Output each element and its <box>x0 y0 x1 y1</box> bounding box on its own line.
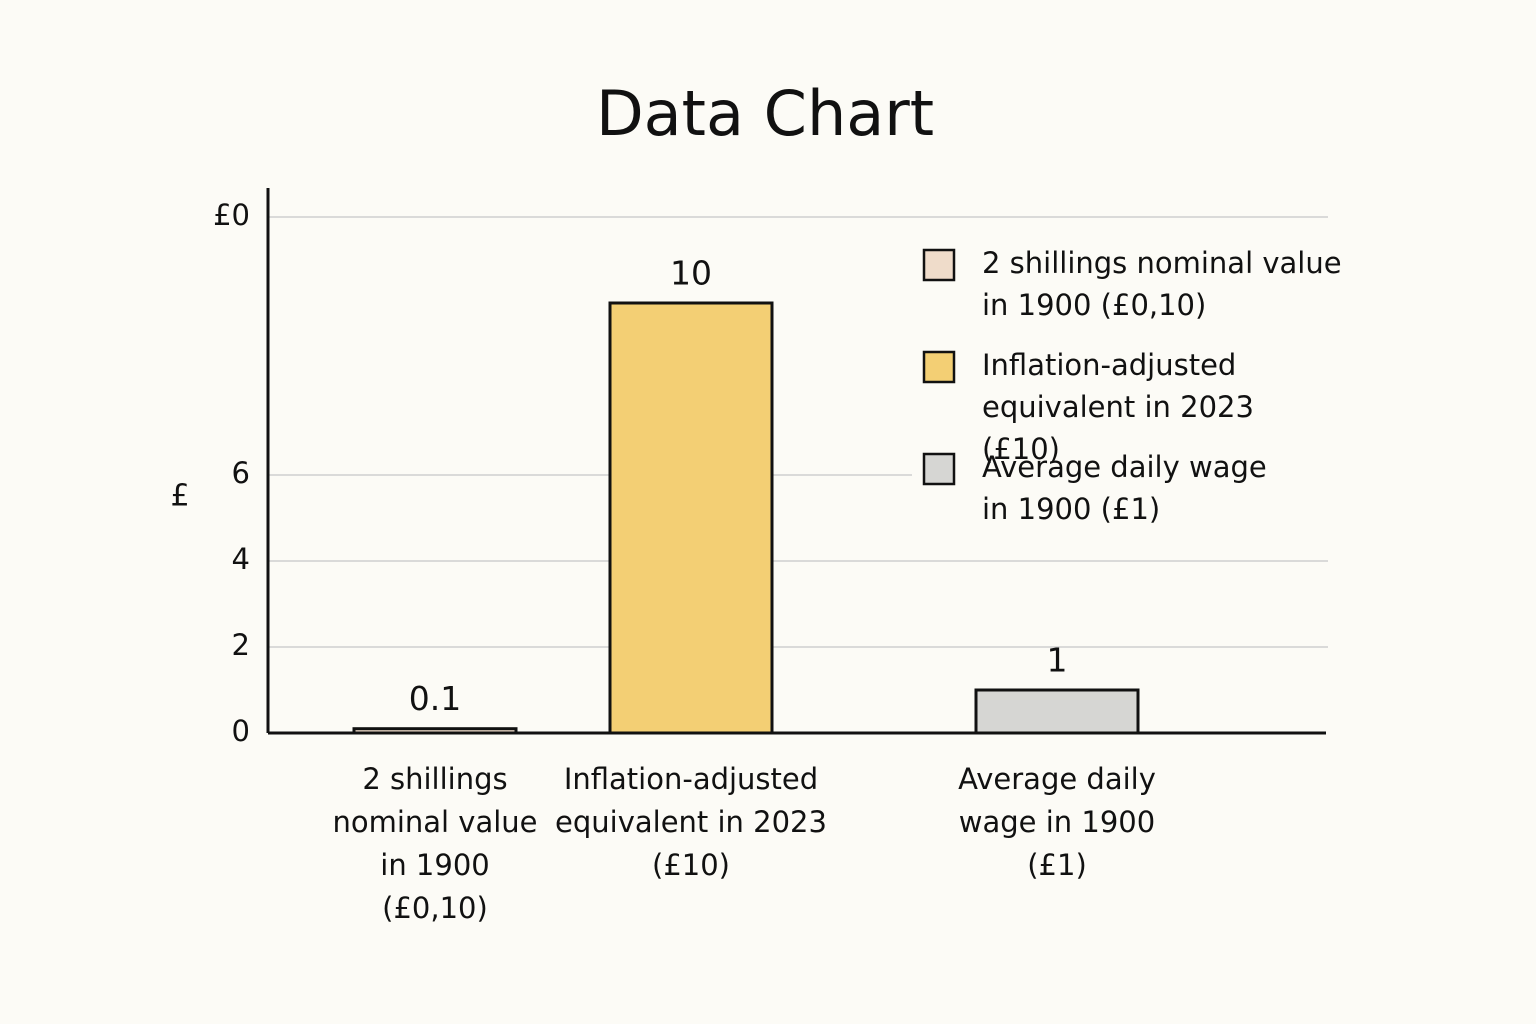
y-tick-label: 4 <box>232 542 250 576</box>
legend-box <box>912 240 1342 535</box>
x-tick-label: Average daily wage in 1900 (£1) <box>958 762 1156 882</box>
value-label: 1 <box>1047 641 1068 680</box>
legend-swatch <box>922 248 956 282</box>
y-tick-label: 6 <box>232 456 250 490</box>
value-label: 0.1 <box>409 679 461 718</box>
x-tick-label: 2 shillings nominal value in 1900 (£0,10… <box>332 762 538 925</box>
legend-swatch <box>922 350 956 384</box>
bar <box>352 727 518 735</box>
y-tick-label: £0 <box>213 198 250 232</box>
value-label: 10 <box>670 254 712 293</box>
bar <box>974 688 1140 735</box>
y-axis-label: £ <box>170 479 189 514</box>
legend-swatch <box>922 452 956 486</box>
x-tick-label: Inflation-adjusted equivalent in 2023 (£… <box>555 762 827 882</box>
y-tick-label: 0 <box>232 714 250 748</box>
chart-title: Data Chart <box>596 77 934 150</box>
bar <box>608 301 774 735</box>
legend-label: Average daily wage in 1900 (£1) <box>982 450 1267 526</box>
legend-label: 2 shillings nominal value in 1900 (£0,10… <box>982 246 1342 322</box>
legend-label: Inflation-adjusted equivalent in 2023 (£… <box>982 348 1254 466</box>
y-tick-label: 2 <box>232 628 250 662</box>
